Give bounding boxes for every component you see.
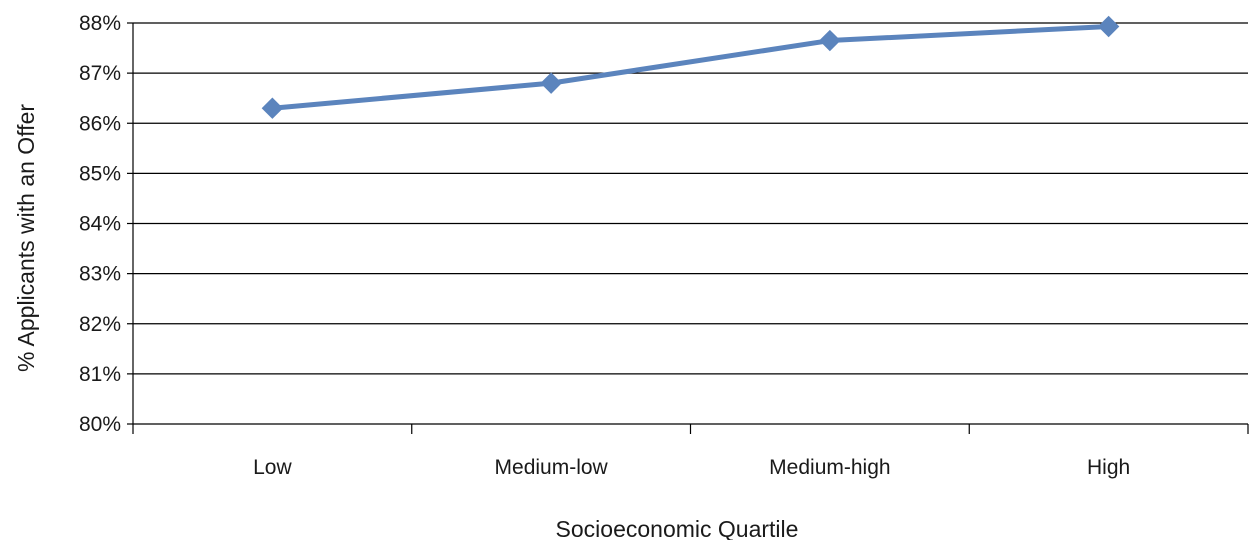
x-category-label: Medium-high	[769, 456, 890, 479]
y-tick-label: 81%	[79, 363, 121, 386]
series-layer	[261, 15, 1120, 119]
gridlines	[133, 22, 1248, 375]
y-tick-label: 85%	[79, 162, 121, 185]
x-category-label: Medium-low	[495, 456, 609, 479]
x-category-labels: Low Medium-low Medium-high High	[253, 456, 1130, 479]
y-tick-label: 86%	[79, 112, 121, 135]
y-tick-label: 82%	[79, 313, 121, 336]
y-tick-label: 80%	[79, 413, 121, 436]
data-point-marker	[540, 72, 562, 94]
axes	[127, 22, 1249, 434]
series-line	[269, 24, 1112, 111]
x-category-label: Low	[253, 456, 292, 479]
x-category-label: High	[1087, 456, 1130, 479]
y-axis-title: % Applicants with an Offer	[13, 104, 39, 372]
data-point-marker	[261, 97, 284, 119]
data-point-marker	[1097, 15, 1120, 38]
y-tick-label: 84%	[79, 213, 121, 236]
y-tick-label: 88%	[79, 12, 121, 35]
y-tick-label: 87%	[79, 62, 121, 85]
y-tick-labels: 80% 81% 82% 83% 84% 85% 86% 87% 88%	[79, 12, 121, 436]
x-axis-title: Socioeconomic Quartile	[556, 516, 799, 540]
data-point-marker	[819, 29, 841, 52]
y-tick-label: 83%	[79, 263, 121, 286]
